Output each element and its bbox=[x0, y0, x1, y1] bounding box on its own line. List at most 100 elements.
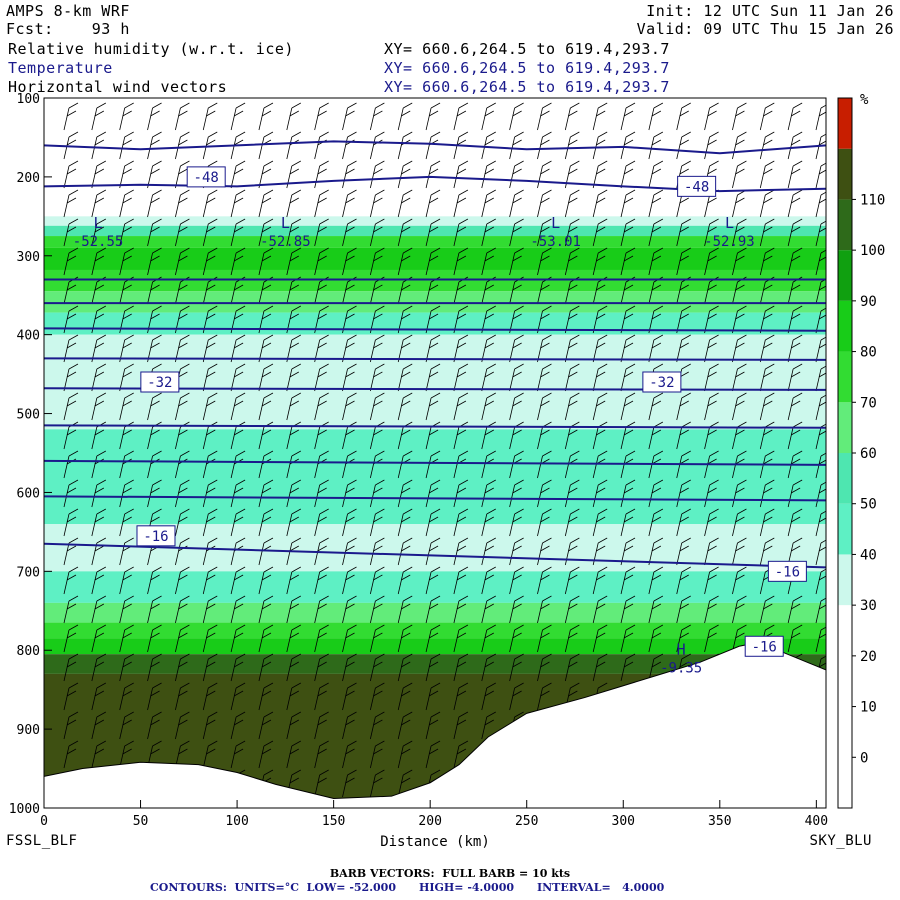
barb-flag bbox=[263, 508, 274, 515]
barb-flag bbox=[235, 305, 246, 312]
barb-flag bbox=[375, 508, 385, 515]
barb-staff bbox=[286, 223, 293, 247]
wind-barb bbox=[620, 363, 636, 392]
barb-staff bbox=[147, 629, 153, 653]
y-tick-label: 700 bbox=[17, 565, 40, 580]
barb-flag bbox=[345, 632, 355, 639]
wind-barb bbox=[63, 218, 79, 247]
barb-flag bbox=[709, 595, 719, 602]
barb-flag bbox=[540, 690, 550, 697]
barb-flag bbox=[428, 545, 439, 552]
barb-flag bbox=[458, 508, 469, 515]
barb-flag bbox=[428, 719, 439, 726]
x-tick-label: 400 bbox=[805, 814, 828, 829]
barb-flag bbox=[458, 682, 469, 689]
barb-flag bbox=[403, 566, 413, 573]
barb-staff bbox=[258, 223, 265, 247]
barb-flag bbox=[94, 226, 105, 233]
wind-barb bbox=[620, 247, 636, 276]
barb-flag bbox=[317, 197, 327, 204]
barb-flag bbox=[428, 284, 439, 291]
barb-flag bbox=[319, 334, 329, 341]
barb-flag bbox=[737, 102, 747, 109]
barb-flag bbox=[66, 313, 77, 320]
barb-staff bbox=[286, 194, 293, 218]
barb-flag bbox=[707, 487, 717, 494]
extremum-type: L bbox=[94, 214, 103, 232]
rh-band-2 bbox=[44, 236, 826, 248]
barb-staff bbox=[481, 281, 488, 305]
barb-staff bbox=[202, 194, 209, 218]
barb-flag bbox=[681, 595, 691, 602]
barb-staff bbox=[286, 629, 293, 653]
barb-flag bbox=[597, 189, 608, 196]
wind-barb bbox=[759, 334, 775, 363]
wind-barb bbox=[369, 160, 385, 189]
barb-flag bbox=[763, 342, 773, 349]
barb-staff bbox=[732, 542, 738, 566]
barb-flag bbox=[150, 168, 160, 175]
barb-flag bbox=[94, 400, 105, 407]
barb-staff bbox=[648, 455, 655, 479]
barb-flag bbox=[542, 682, 552, 689]
barb-flag bbox=[319, 160, 329, 167]
wind-barb bbox=[342, 363, 357, 392]
barb-flag bbox=[122, 748, 132, 755]
barb-flag bbox=[319, 653, 329, 660]
barb-flag bbox=[291, 392, 302, 399]
barb-staff bbox=[230, 687, 237, 711]
wind-barb bbox=[175, 131, 190, 160]
barb-staff bbox=[481, 600, 488, 624]
barb-staff bbox=[509, 571, 516, 595]
wind-barb bbox=[509, 682, 524, 711]
barb-flag bbox=[595, 603, 606, 610]
barb-staff bbox=[676, 513, 683, 537]
barb-flag bbox=[403, 189, 413, 196]
barb-flag bbox=[737, 305, 747, 312]
barb-staff bbox=[592, 600, 599, 624]
barb-staff bbox=[537, 426, 543, 450]
barb-flag bbox=[542, 653, 552, 660]
barb-flag bbox=[150, 139, 160, 146]
barb-staff bbox=[286, 571, 293, 595]
barb-flag bbox=[233, 429, 244, 436]
wind-barb bbox=[592, 218, 608, 247]
barb-staff bbox=[63, 397, 70, 421]
barb-flag bbox=[152, 508, 162, 515]
wind-barb bbox=[342, 740, 357, 769]
wind-barb bbox=[397, 247, 413, 276]
barb-staff bbox=[564, 542, 571, 566]
wind-barb bbox=[397, 131, 413, 160]
barb-staff bbox=[91, 397, 98, 421]
barb-flag bbox=[458, 566, 469, 573]
barb-flag bbox=[96, 189, 107, 196]
barb-flag bbox=[178, 255, 188, 262]
wind-barb bbox=[676, 537, 691, 566]
barb-flag bbox=[484, 139, 494, 146]
barb-flag bbox=[291, 595, 302, 602]
barb-flag bbox=[737, 450, 747, 457]
wind-barb bbox=[481, 102, 496, 131]
wind-barb bbox=[564, 653, 580, 682]
wind-barb bbox=[481, 479, 496, 508]
barb-flag bbox=[373, 342, 383, 349]
wind-barb bbox=[91, 363, 107, 392]
x-tick-label: 100 bbox=[225, 814, 248, 829]
wind-barb bbox=[564, 102, 580, 131]
wind-barb bbox=[564, 566, 580, 595]
barb-flag bbox=[261, 284, 272, 291]
barb-staff bbox=[481, 397, 488, 421]
barb-flag bbox=[345, 603, 355, 610]
barb-flag bbox=[122, 139, 132, 146]
barb-flag bbox=[375, 624, 385, 631]
barb-staff bbox=[63, 194, 70, 218]
wind-barb bbox=[704, 479, 719, 508]
barb-staff bbox=[676, 252, 683, 276]
barb-flag bbox=[514, 508, 524, 515]
barb-flag bbox=[709, 247, 719, 254]
contour-line bbox=[44, 542, 826, 569]
barb-flag bbox=[373, 400, 383, 407]
barb-staff bbox=[537, 484, 543, 508]
barb-flag bbox=[623, 574, 634, 581]
wind-barb bbox=[509, 247, 524, 276]
